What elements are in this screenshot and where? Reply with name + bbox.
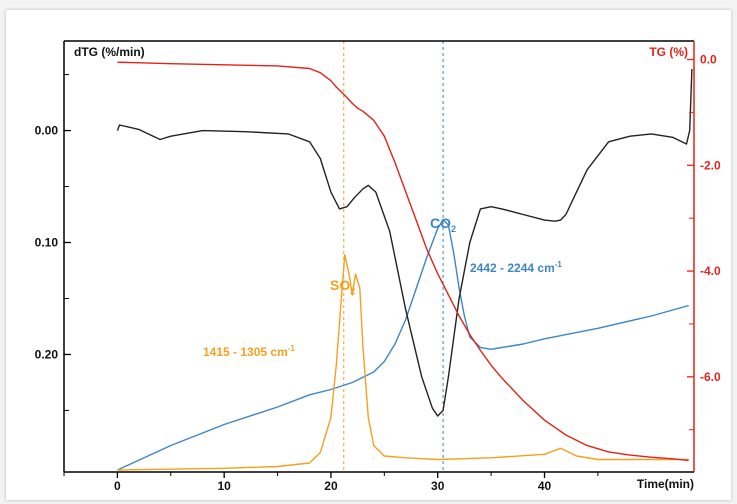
- x-tick-label: 30: [431, 479, 445, 493]
- so2-label-text: SO: [330, 277, 350, 293]
- right-tick-label: -2.0: [700, 158, 721, 172]
- series-so2-line: [117, 254, 689, 471]
- x-axis-label: Time(min): [637, 477, 694, 491]
- x-tick-label: 40: [538, 479, 552, 493]
- left-tick-label: 0.20: [35, 347, 59, 361]
- series-layer: [116, 61, 693, 471]
- so2-range-exp: -1: [288, 344, 296, 353]
- axes: [63, 40, 695, 473]
- right-tick-label: 0.0: [700, 53, 717, 67]
- co2-label-sub: 2: [451, 224, 456, 234]
- ticks: 0 10 20 30 40 0.00 0.10 0.20 0.0 -2.0 -4.0 -6.0: [35, 53, 721, 493]
- x-tick-label: 0: [114, 479, 121, 493]
- guide-lines: [343, 41, 444, 472]
- right-axis-label: TG (%): [649, 45, 688, 59]
- left-axis-label: dTG (%/min): [74, 45, 145, 59]
- series-co2-line: [117, 219, 689, 471]
- right-tick-label: -4.0: [700, 264, 721, 278]
- right-tick-label: -6.0: [700, 370, 721, 384]
- co2-range-exp: -1: [555, 260, 563, 269]
- series-dtg-line: [116, 68, 693, 417]
- so2-label-sub: 2: [350, 286, 355, 296]
- co2-range-label: 2442 - 2244 cm-1: [470, 260, 562, 275]
- so2-range-text: 1415 - 1305 cm: [203, 345, 288, 359]
- series-tg-line: [117, 61, 689, 462]
- left-tick-label: 0.00: [35, 124, 59, 138]
- co2-label: CO2: [430, 215, 456, 234]
- co2-annotation: CO2 2442 - 2244 cm-1: [430, 215, 562, 275]
- left-tick-label: 0.10: [35, 236, 59, 250]
- x-tick-label: 10: [217, 479, 231, 493]
- so2-annotation: SO2 1415 - 1305 cm-1: [203, 277, 355, 359]
- x-tick-label: 20: [324, 479, 338, 493]
- so2-range-label: 1415 - 1305 cm-1: [203, 344, 295, 359]
- co2-label-text: CO: [430, 215, 451, 231]
- so2-label: SO2: [330, 277, 355, 296]
- co2-range-text: 2442 - 2244 cm: [470, 261, 555, 275]
